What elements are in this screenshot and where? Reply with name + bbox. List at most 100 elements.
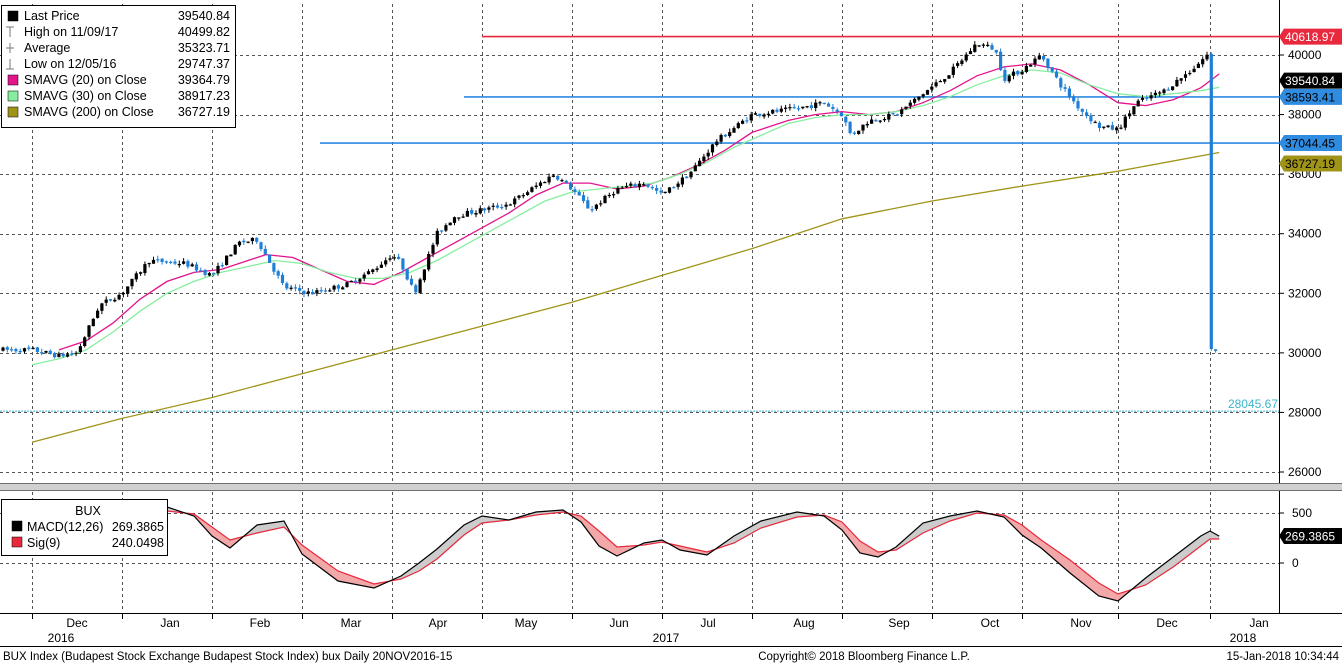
candle-body	[887, 113, 891, 120]
candle-body	[1201, 59, 1205, 65]
candle-body	[1024, 65, 1028, 72]
legend-label: SMAVG (30) on Close	[24, 89, 147, 103]
legend-value: 29747.37	[178, 57, 230, 71]
candle-body	[994, 50, 998, 53]
price-tick-label: 40000	[1288, 48, 1322, 62]
candle-body	[762, 114, 766, 117]
candle-body	[48, 350, 52, 354]
legend-label: SMAVG (200) on Close	[24, 105, 154, 119]
candle-body	[766, 113, 770, 115]
panel-separator[interactable]	[0, 483, 1342, 491]
candle-body	[715, 141, 719, 145]
month-label: Dec	[1156, 616, 1177, 630]
candle-body	[934, 82, 938, 87]
price-value-tag	[1279, 88, 1342, 105]
candle-body	[409, 278, 414, 285]
price-tick-label: 32000	[1288, 286, 1322, 300]
candle-body	[1072, 96, 1076, 102]
legend-label: High on 11/09/17	[24, 25, 118, 39]
candle-body	[70, 353, 74, 355]
candle-body	[311, 291, 315, 295]
reference-line-label: 28045.67	[1228, 397, 1278, 411]
legend-label: MACD(12,26)	[27, 520, 103, 534]
candle-body	[938, 81, 942, 83]
legend-label: Low on 12/05/16	[24, 57, 116, 71]
candle-body	[796, 108, 801, 110]
candle-body	[1042, 56, 1046, 60]
candle-body	[233, 244, 237, 255]
candle-body	[1136, 100, 1140, 107]
candle-body	[650, 187, 654, 189]
candle-body	[689, 171, 693, 178]
candle-body	[603, 195, 607, 204]
candle-body	[538, 182, 543, 186]
candle-body	[457, 217, 461, 219]
candle-body	[1188, 72, 1192, 75]
candle-body	[607, 194, 611, 197]
candle-body	[298, 287, 302, 291]
legend-swatch	[7, 74, 19, 86]
candle-body	[14, 349, 18, 352]
candle-body	[495, 205, 500, 208]
candle-body	[895, 114, 899, 116]
candle-body	[405, 268, 409, 280]
candle-body	[779, 108, 783, 112]
candle-body	[573, 189, 577, 192]
candle-body	[483, 208, 487, 211]
year-label: 2017	[653, 631, 680, 645]
candle-body	[139, 272, 143, 274]
candle-body	[560, 180, 564, 182]
candle-body	[418, 279, 422, 293]
candle-body	[534, 185, 538, 188]
candle-body	[964, 54, 968, 61]
candle-body	[904, 106, 908, 109]
candle-body	[547, 176, 551, 183]
candle-body	[272, 263, 276, 272]
candle-body	[788, 107, 792, 109]
year-label: 2018	[1230, 631, 1257, 645]
candle-body	[1145, 97, 1149, 99]
candle-body	[818, 102, 822, 104]
candle-body	[1020, 71, 1024, 75]
candle-body	[612, 194, 616, 196]
month-label: Jun	[609, 616, 628, 630]
candle-body	[1050, 67, 1054, 72]
month-label: Aug	[793, 616, 814, 630]
macd-shade	[264, 523, 268, 532]
candle-body	[212, 272, 216, 274]
candle-body	[1128, 113, 1132, 117]
candle-body	[556, 176, 560, 180]
candle-body	[526, 192, 530, 195]
candle-body	[947, 75, 951, 79]
candle-body	[517, 195, 521, 198]
candle-body	[440, 230, 444, 232]
candle-body	[96, 310, 100, 318]
candle-body	[723, 134, 727, 137]
candle-body	[728, 132, 732, 136]
candle-body	[874, 120, 878, 122]
candle-body	[968, 51, 973, 55]
candle-body	[831, 106, 835, 109]
candle-body	[375, 268, 379, 270]
candle-body	[633, 184, 637, 187]
candle-body	[422, 269, 426, 281]
price-tick-label: 26000	[1288, 465, 1322, 479]
candle-body	[599, 203, 603, 205]
candle-body	[784, 107, 788, 109]
candle-body	[891, 113, 895, 115]
candle-body	[594, 204, 598, 209]
price-legend-box	[1, 5, 236, 128]
candle-body	[319, 290, 323, 292]
candle-body	[758, 113, 762, 116]
candle-body	[1192, 68, 1196, 72]
candle-body	[882, 119, 887, 121]
price-tick-label: 34000	[1288, 227, 1322, 241]
candle-body	[164, 261, 168, 263]
candle-body	[474, 213, 478, 215]
candle-body	[452, 217, 457, 223]
candle-body	[10, 349, 14, 351]
signal-line	[31, 510, 1220, 595]
footer-security-name: BUX Index (Budapest Stock Exchange Budap…	[3, 651, 452, 663]
candle-body	[250, 237, 254, 242]
candle-body	[857, 130, 861, 134]
